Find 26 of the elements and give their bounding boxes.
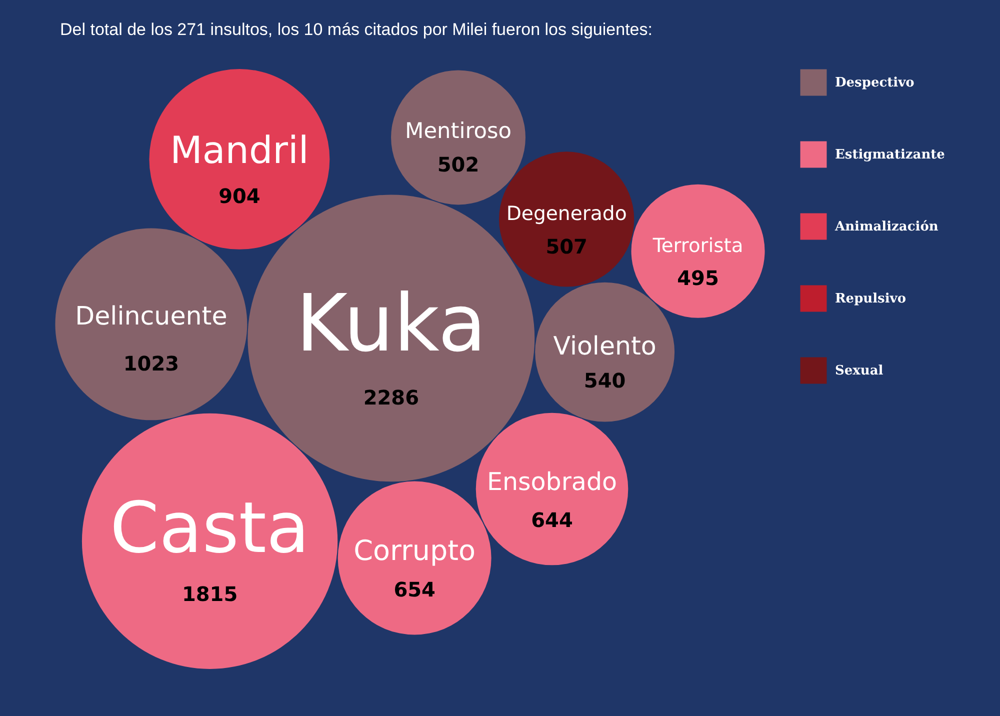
category-label: Ensobrado [486, 466, 618, 496]
category-label: Violento [553, 331, 656, 360]
legend-label: Sexual [835, 364, 884, 378]
data-label: 2286 [363, 385, 419, 410]
data-label: 540 [584, 368, 626, 392]
category-label: Mandril [170, 128, 309, 172]
data-label: 1815 [182, 582, 238, 606]
category-label: Kuka [296, 278, 486, 370]
category-label: Corrupto [354, 534, 476, 567]
legend-label: Repulsivo [835, 292, 906, 306]
data-label: 654 [394, 577, 436, 602]
data-label: 644 [531, 508, 573, 532]
data-label: 502 [437, 152, 480, 177]
data-label: 904 [218, 184, 260, 208]
legend-label: Despectivo [835, 76, 915, 90]
category-label: Degenerado [506, 202, 627, 225]
legend-label: Animalización [834, 220, 939, 234]
data-label: 495 [677, 266, 719, 290]
category-label: Casta [110, 486, 310, 569]
category-label: Delincuente [75, 302, 228, 331]
category-label: Terrorista [652, 234, 744, 257]
data-label: 507 [546, 234, 588, 259]
legend-label: Estigmatizante [835, 148, 945, 162]
data-label: 1023 [123, 352, 180, 376]
text: Del total de los 271 insultos, los 10 más citados por Milei fueron los siguientes: [60, 20, 652, 39]
category-label: Mentiroso [405, 119, 512, 144]
